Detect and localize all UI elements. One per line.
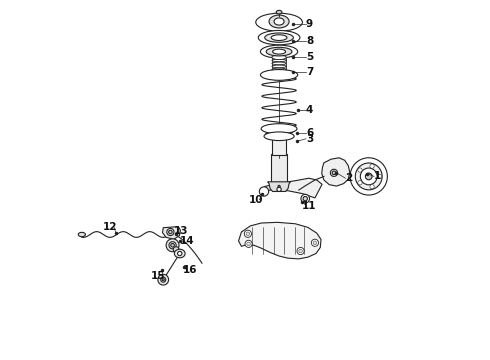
- Polygon shape: [239, 222, 321, 259]
- Ellipse shape: [169, 242, 176, 249]
- Text: 12: 12: [103, 222, 118, 232]
- Ellipse shape: [260, 45, 298, 58]
- Ellipse shape: [173, 247, 179, 252]
- Text: 1: 1: [374, 171, 381, 181]
- Circle shape: [161, 277, 166, 282]
- Circle shape: [246, 232, 250, 235]
- Circle shape: [247, 242, 250, 246]
- Text: 8: 8: [306, 36, 313, 46]
- Text: 11: 11: [302, 201, 317, 211]
- Ellipse shape: [301, 194, 310, 203]
- Circle shape: [358, 168, 362, 172]
- Text: 13: 13: [174, 226, 189, 236]
- Circle shape: [277, 187, 281, 192]
- Circle shape: [158, 274, 169, 285]
- Polygon shape: [163, 226, 180, 239]
- Circle shape: [177, 251, 182, 256]
- Ellipse shape: [266, 47, 292, 56]
- Text: 10: 10: [248, 195, 263, 205]
- Circle shape: [299, 249, 302, 253]
- Polygon shape: [271, 154, 287, 184]
- Ellipse shape: [256, 13, 302, 31]
- Ellipse shape: [272, 59, 286, 62]
- Circle shape: [311, 239, 318, 246]
- Circle shape: [245, 230, 251, 237]
- Ellipse shape: [274, 18, 284, 25]
- Circle shape: [358, 181, 362, 185]
- Text: 2: 2: [345, 173, 353, 183]
- Text: 15: 15: [151, 271, 166, 281]
- Ellipse shape: [272, 62, 286, 65]
- Circle shape: [370, 164, 374, 168]
- Text: 4: 4: [306, 105, 313, 115]
- Ellipse shape: [167, 228, 174, 235]
- Ellipse shape: [258, 31, 300, 45]
- Polygon shape: [261, 178, 322, 198]
- Polygon shape: [272, 137, 286, 155]
- Text: 3: 3: [306, 134, 313, 144]
- Ellipse shape: [261, 124, 297, 134]
- Polygon shape: [268, 182, 291, 192]
- Ellipse shape: [264, 132, 294, 140]
- Ellipse shape: [169, 230, 172, 234]
- Ellipse shape: [303, 197, 307, 201]
- Ellipse shape: [276, 10, 282, 14]
- Circle shape: [245, 240, 252, 247]
- Ellipse shape: [166, 239, 179, 252]
- Circle shape: [350, 158, 388, 195]
- Ellipse shape: [272, 56, 286, 59]
- Text: 16: 16: [183, 265, 198, 275]
- Circle shape: [360, 168, 377, 185]
- Ellipse shape: [269, 15, 289, 28]
- Circle shape: [355, 163, 382, 190]
- Circle shape: [366, 173, 372, 180]
- Ellipse shape: [272, 65, 286, 68]
- Circle shape: [330, 169, 338, 176]
- Circle shape: [259, 187, 269, 196]
- Circle shape: [297, 247, 304, 255]
- Ellipse shape: [260, 69, 298, 80]
- Ellipse shape: [265, 33, 294, 42]
- Circle shape: [377, 174, 382, 179]
- Circle shape: [313, 241, 317, 244]
- Text: 5: 5: [306, 52, 313, 62]
- Ellipse shape: [272, 49, 286, 54]
- Circle shape: [162, 279, 164, 281]
- Ellipse shape: [171, 243, 174, 247]
- Ellipse shape: [78, 232, 85, 237]
- Text: 14: 14: [180, 236, 195, 246]
- Polygon shape: [322, 158, 350, 186]
- Ellipse shape: [272, 68, 286, 71]
- Text: 6: 6: [306, 129, 313, 138]
- Circle shape: [332, 171, 336, 175]
- Ellipse shape: [272, 71, 286, 74]
- Ellipse shape: [174, 249, 185, 258]
- Circle shape: [278, 185, 280, 188]
- Text: 7: 7: [306, 67, 313, 77]
- Ellipse shape: [272, 55, 286, 59]
- Text: 9: 9: [306, 19, 313, 29]
- Circle shape: [370, 185, 374, 189]
- Ellipse shape: [271, 35, 287, 41]
